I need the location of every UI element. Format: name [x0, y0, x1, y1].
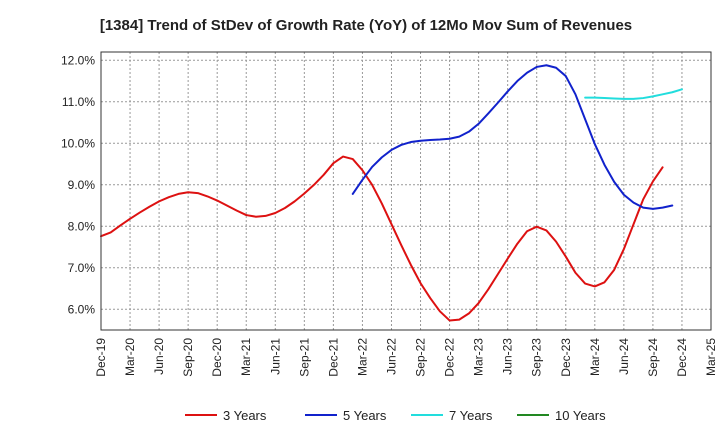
x-tick-label: Mar-23 — [472, 338, 486, 376]
y-tick-label: 7.0% — [68, 261, 96, 275]
x-axis: Dec-19 Mar-20 Jun-20 Sep-20 Dec-20 Mar-21 Jun-… — [94, 338, 718, 377]
x-tick-label: Mar-21 — [239, 338, 253, 376]
plot-frame — [100, 51, 712, 331]
legend-label: 5 Years — [343, 408, 387, 423]
x-tick-label: Jun-20 — [152, 338, 166, 375]
y-tick-label: 10.0% — [61, 136, 95, 150]
x-tick-label: Dec-20 — [210, 338, 224, 377]
x-tick-label: Dec-23 — [559, 338, 573, 377]
y-tick-label: 6.0% — [68, 302, 96, 316]
y-tick-label: 9.0% — [68, 178, 96, 192]
plot-area — [101, 52, 711, 330]
series-line-7-years — [584, 88, 683, 100]
x-tick-label: Sep-21 — [297, 338, 311, 377]
legend: 3 Years 5 Years 7 Years 10 Years — [185, 408, 606, 423]
y-tick-label: 11.0% — [62, 95, 95, 109]
x-tick-label: Jun-24 — [617, 338, 631, 375]
x-tick-label: Jun-21 — [268, 338, 282, 375]
x-tick-label: Jun-22 — [384, 338, 398, 375]
x-tick-label: Mar-20 — [123, 338, 137, 376]
x-tick-label: Dec-24 — [675, 338, 689, 377]
x-tick-label: Mar-25 — [704, 338, 718, 376]
series-line-5-years — [351, 64, 674, 210]
series-line-3-years — [100, 155, 664, 322]
x-tick-label: Sep-24 — [646, 338, 660, 377]
x-tick-label: Sep-23 — [530, 338, 544, 377]
x-tick-label: Jun-23 — [501, 338, 515, 375]
legend-label: 10 Years — [555, 408, 606, 423]
x-tick-label: Sep-22 — [414, 338, 428, 377]
x-tick-label: Dec-22 — [443, 338, 457, 377]
legend-label: 3 Years — [223, 408, 267, 423]
x-tick-label: Dec-21 — [326, 338, 340, 377]
legend-label: 7 Years — [449, 408, 493, 423]
chart-title: [1384] Trend of StDev of Growth Rate (Yo… — [100, 17, 632, 34]
y-axis: 6.0% 7.0% 8.0% 9.0% 10.0% 11.0% 12.0% — [61, 53, 95, 316]
y-tick-label: 12.0% — [61, 53, 95, 67]
x-tick-label: Mar-22 — [355, 338, 369, 376]
x-tick-label: Sep-20 — [181, 338, 195, 377]
y-tick-label: 8.0% — [68, 219, 96, 233]
series-layer — [100, 64, 683, 322]
x-tick-label: Dec-19 — [94, 338, 108, 377]
x-tick-label: Mar-24 — [588, 338, 602, 376]
